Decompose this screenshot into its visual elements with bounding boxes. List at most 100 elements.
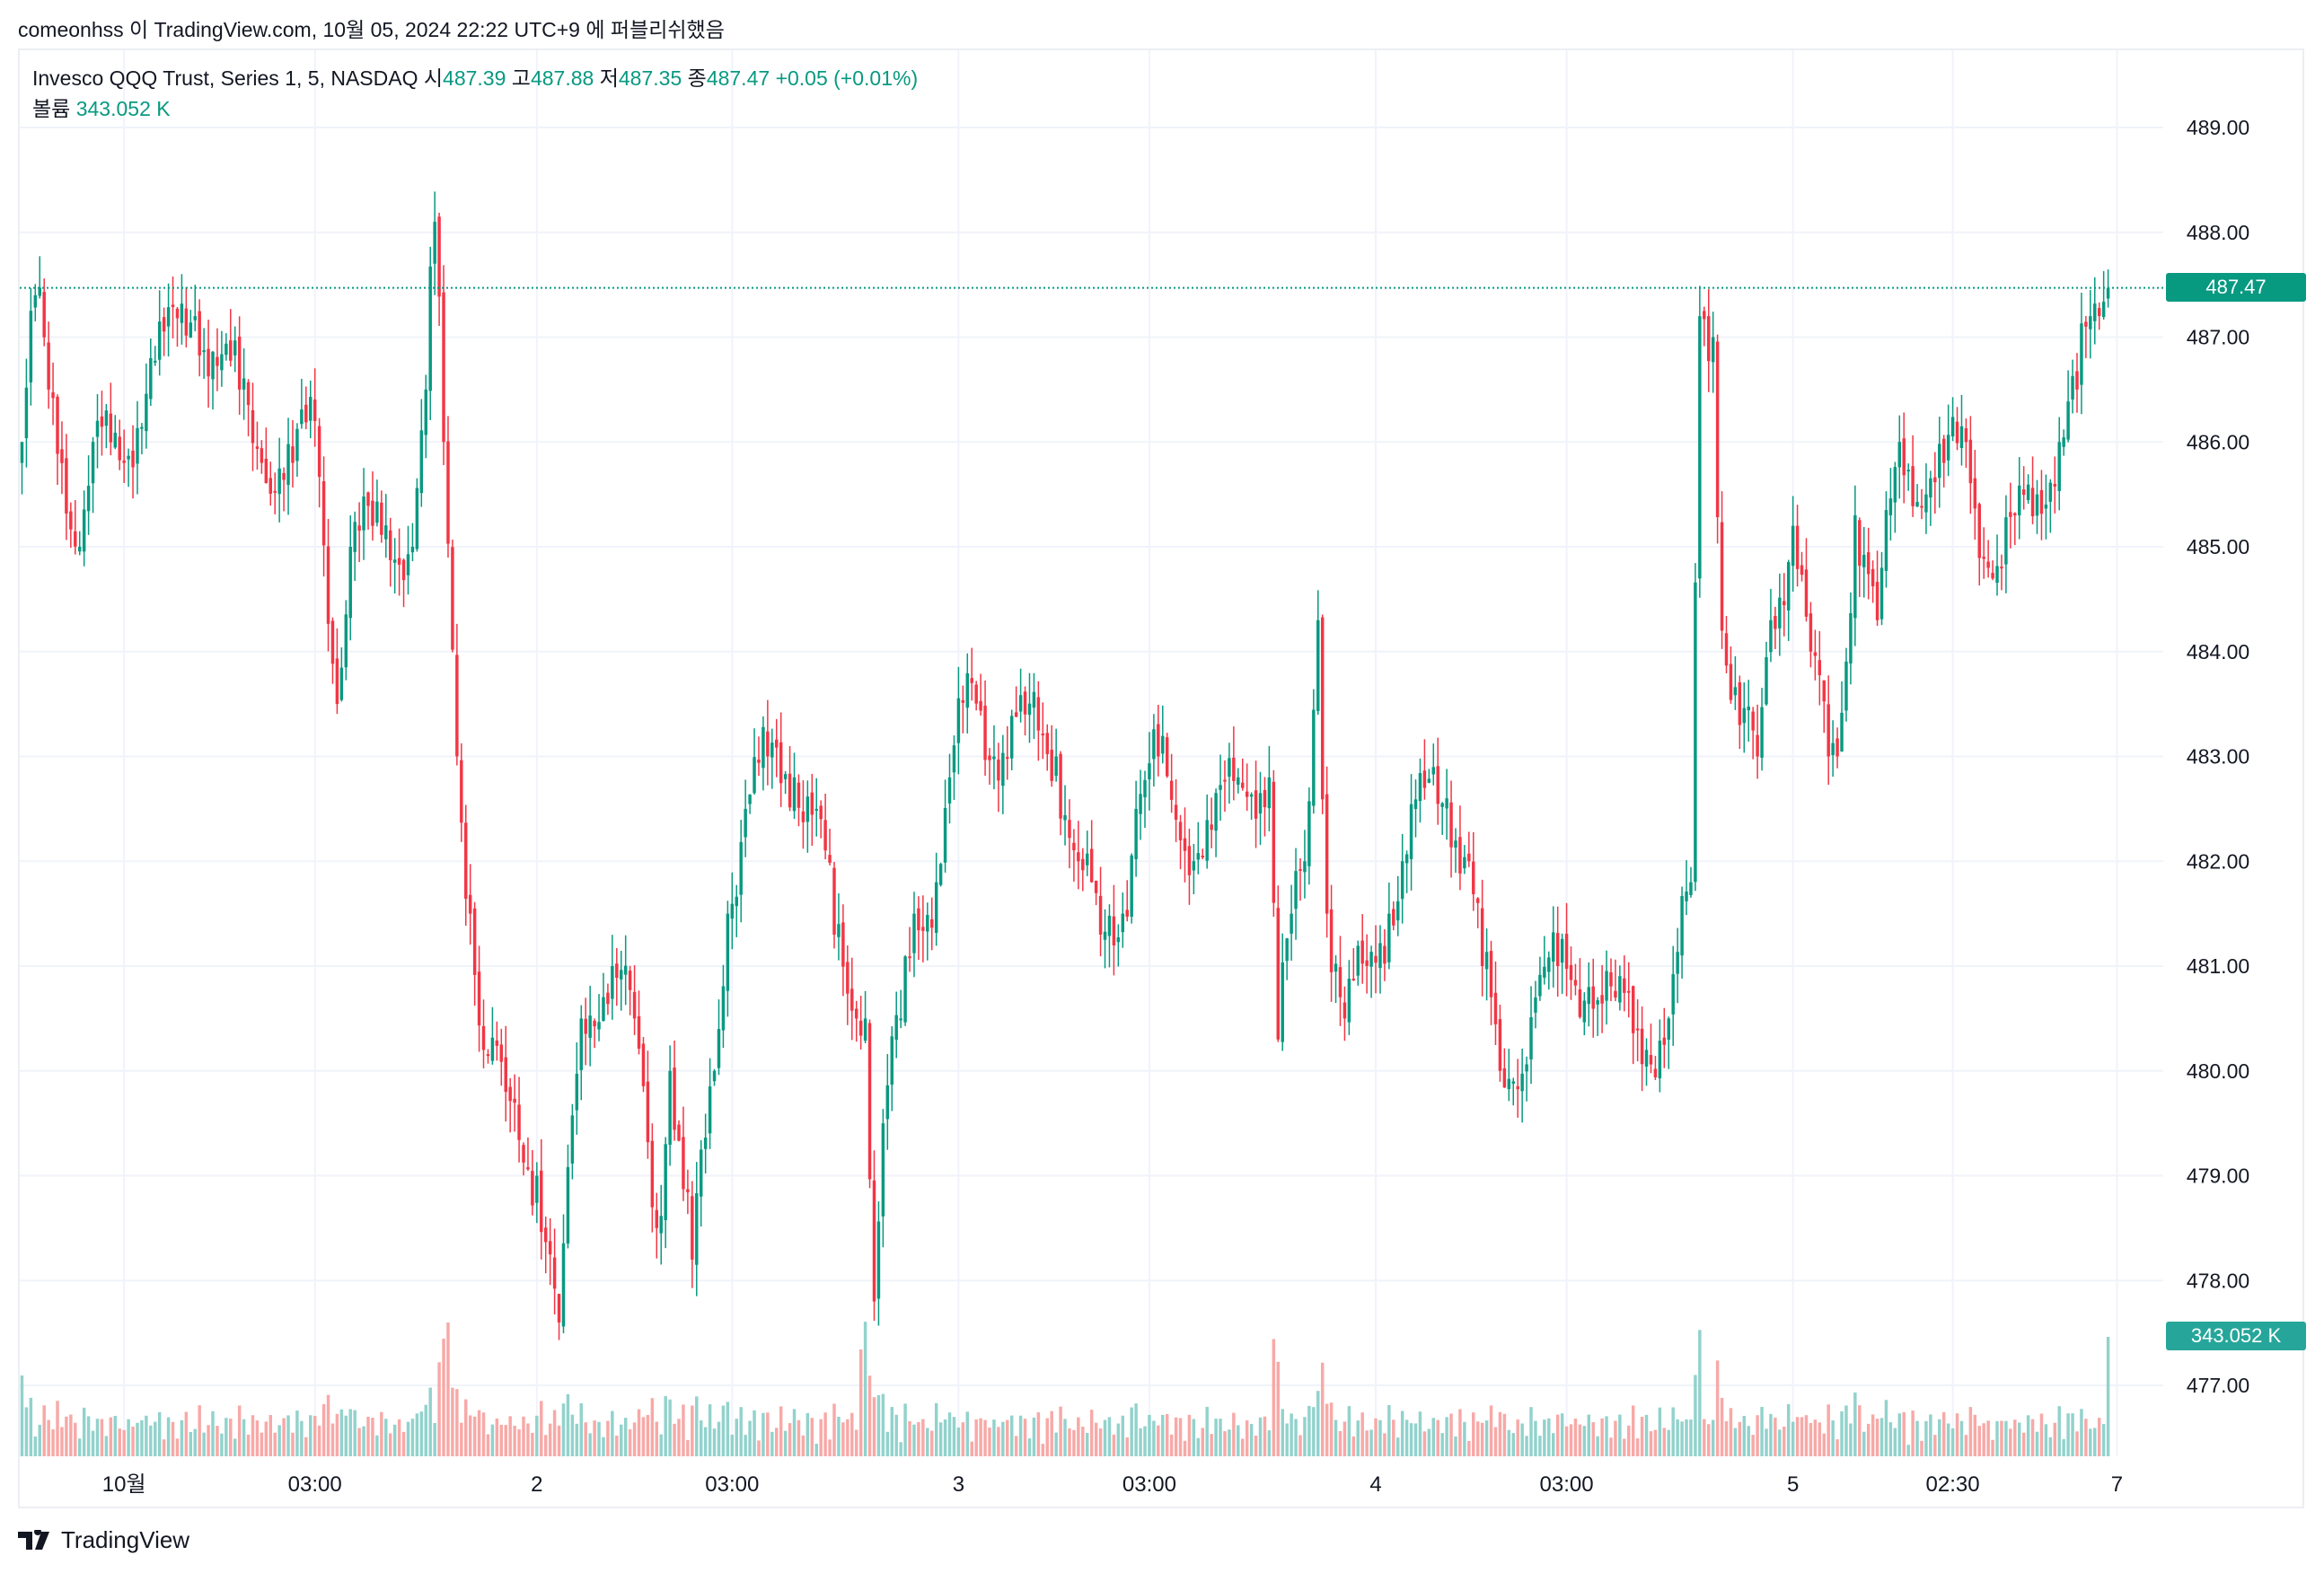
candle-body <box>593 1020 596 1027</box>
volume-bar <box>104 1436 109 1456</box>
volume-bar <box>1165 1413 1169 1456</box>
volume-bar <box>1027 1438 1032 1456</box>
volume-bar <box>1303 1417 1307 1456</box>
candle-body <box>1342 1002 1347 1019</box>
volume-bar <box>91 1430 95 1456</box>
volume-bar <box>95 1419 100 1456</box>
candle-body <box>717 1029 721 1068</box>
volume-bar <box>828 1439 832 1456</box>
volume-bar <box>1995 1420 1999 1456</box>
volume-bar <box>495 1418 499 1456</box>
candle-body <box>309 397 313 421</box>
volume-bar <box>1431 1418 1436 1456</box>
candle-body <box>2044 505 2048 509</box>
chart-frame[interactable] <box>18 48 2304 1508</box>
volume-bar <box>823 1412 827 1456</box>
volume-bar <box>1272 1339 1276 1456</box>
volume-bar <box>1986 1420 1990 1456</box>
volume-bar <box>455 1389 459 1456</box>
candle-body <box>237 336 242 390</box>
volume-bar <box>1369 1429 1373 1456</box>
candle-body <box>988 755 991 760</box>
candle-body <box>659 1216 663 1234</box>
volume-bar <box>1835 1439 1839 1456</box>
candle-body <box>1946 435 1950 461</box>
volume-bar <box>1720 1397 1724 1456</box>
candle-body <box>1822 680 1826 702</box>
volume-bar <box>1786 1403 1791 1456</box>
volume-bar <box>775 1428 779 1456</box>
candle-body <box>118 436 121 461</box>
candle-body <box>1427 778 1431 783</box>
candle-body <box>823 820 827 851</box>
candle-body <box>1720 522 1724 631</box>
candle-body <box>1475 898 1480 903</box>
candle-body <box>753 757 756 794</box>
volume-bar <box>1365 1430 1369 1456</box>
candle-body <box>2009 512 2012 517</box>
volume-bar <box>770 1431 774 1456</box>
volume-bar <box>499 1424 504 1456</box>
candle-body <box>1245 791 1249 797</box>
candle-body <box>1081 858 1085 871</box>
volume-bar <box>1103 1419 1107 1456</box>
candle-body <box>926 915 929 932</box>
volume-bar <box>557 1425 561 1456</box>
volume-bar <box>220 1433 224 1456</box>
candle-body <box>1422 770 1427 788</box>
candle-body <box>1765 656 1768 705</box>
tradingview-logo[interactable]: TradingView <box>18 1526 189 1554</box>
candle-body <box>1458 837 1462 874</box>
price-tick-label: 479.00 <box>2187 1164 2249 1188</box>
volume-bar <box>1161 1414 1165 1456</box>
candle-body <box>401 559 406 581</box>
volume-bar <box>735 1419 738 1456</box>
candle-body <box>1840 712 1844 751</box>
time-tick-label: 03:00 <box>1122 1472 1176 1497</box>
candle-body <box>1077 852 1080 862</box>
candle-body <box>650 1140 655 1208</box>
candle-body <box>1210 824 1213 830</box>
footer-brand: TradingView <box>61 1526 190 1553</box>
volume-bar <box>2035 1431 2039 1456</box>
candle-body <box>552 1257 557 1289</box>
volume-bar <box>1582 1426 1587 1456</box>
candle-body <box>828 855 832 863</box>
close-label: 종 <box>687 66 707 90</box>
volume-bar <box>597 1421 601 1456</box>
candle-body <box>641 1043 646 1086</box>
volume-bar <box>1800 1417 1804 1456</box>
candle-body <box>1152 729 1156 760</box>
candle-body <box>1560 938 1564 963</box>
candle-body <box>1374 955 1378 963</box>
candle-body <box>171 304 175 308</box>
volume-bar <box>1902 1411 1906 1456</box>
volume-bar <box>961 1422 965 1456</box>
candle-body <box>1543 966 1546 978</box>
candle-body <box>1924 494 1928 513</box>
candle-body <box>1112 916 1116 946</box>
volume-bar <box>477 1410 481 1456</box>
volume-bar <box>375 1435 379 1456</box>
volume-bar <box>282 1418 286 1456</box>
candle-body <box>1685 891 1688 901</box>
candle-body <box>695 1192 699 1265</box>
volume-bar <box>1312 1407 1316 1456</box>
candle-body <box>113 432 118 448</box>
candle-body <box>1950 417 1955 437</box>
volume-bar <box>1853 1392 1857 1456</box>
candle-body <box>264 458 268 484</box>
candle-body <box>1157 724 1160 757</box>
volume-bar <box>1818 1422 1822 1456</box>
volume-bar <box>1338 1430 1342 1456</box>
volume-bar <box>903 1403 907 1456</box>
volume-bar <box>202 1432 206 1456</box>
candle-body <box>921 927 925 931</box>
candle-body <box>451 547 454 650</box>
volume-bar <box>260 1432 264 1456</box>
volume-bar <box>947 1412 952 1456</box>
volume-bar <box>766 1412 770 1456</box>
volume-bar <box>1552 1433 1555 1456</box>
volume-bar <box>1396 1437 1400 1456</box>
